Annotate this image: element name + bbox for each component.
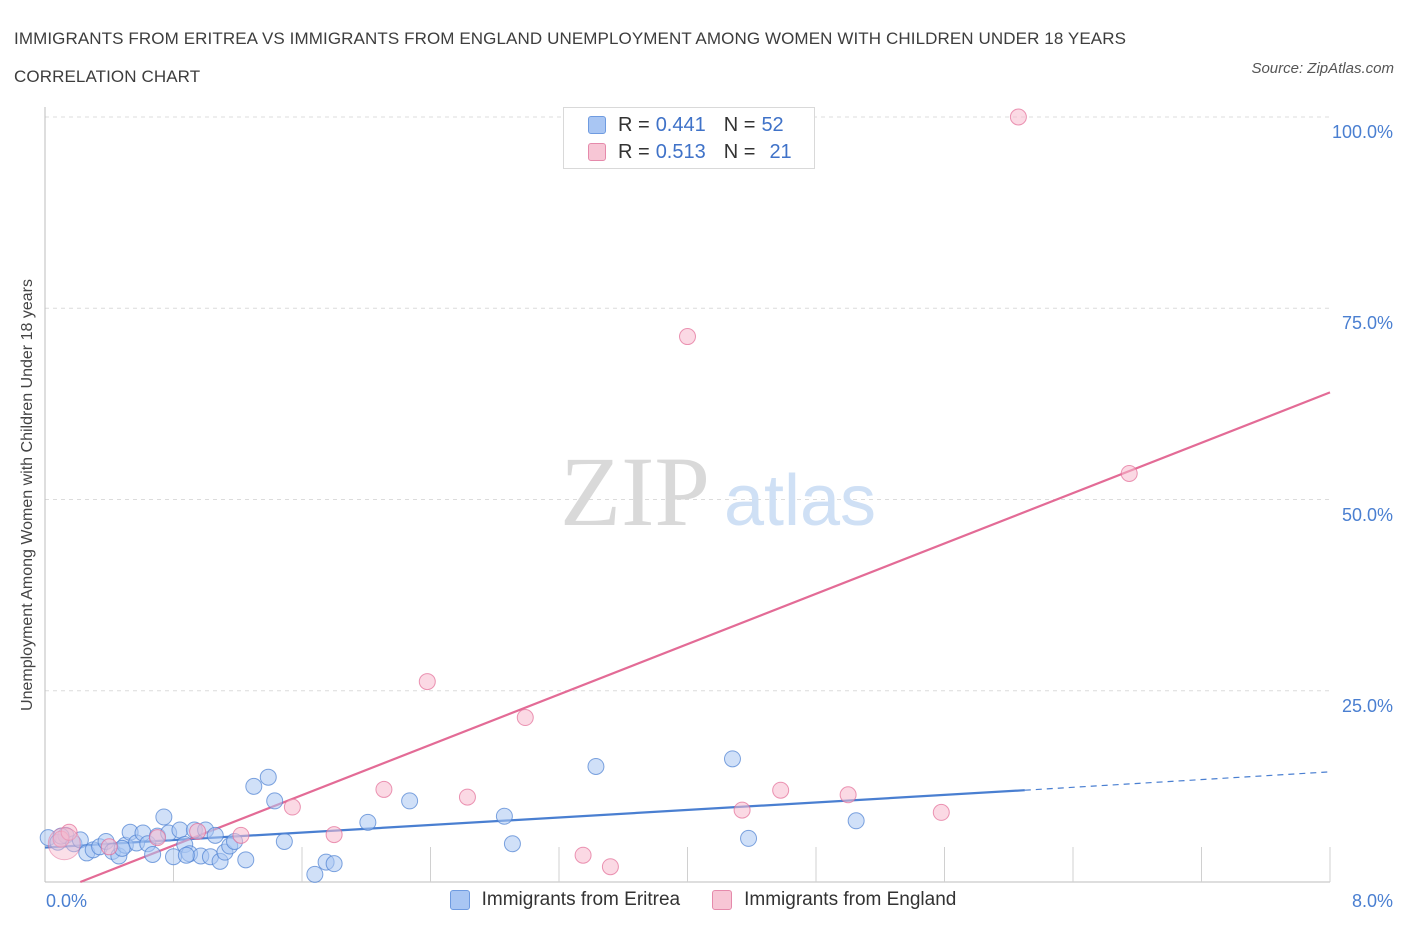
legend-r-label: R =	[618, 113, 650, 136]
data-point-england	[733, 801, 751, 819]
data-point-england	[679, 328, 696, 346]
data-point-england	[100, 838, 118, 856]
data-point-eritrea	[144, 845, 162, 863]
legend-row-eritrea: R = 0.441 N = 52	[588, 114, 784, 136]
legend-n-label: N =	[723, 113, 756, 136]
y-tick-label: 50.0%	[1341, 504, 1393, 525]
data-point-england	[375, 780, 393, 798]
data-point-eritrea	[171, 821, 189, 839]
watermark: ZIP atlas	[560, 436, 876, 547]
data-point-england	[325, 826, 343, 844]
legend-n-label: N =	[723, 140, 756, 163]
legend-label-eritrea: Immigrants from Eritrea	[481, 889, 681, 910]
legend-r-value: 0.513	[655, 140, 706, 163]
legend-swatch-eritrea	[449, 890, 470, 910]
data-point-eritrea	[177, 846, 195, 864]
data-point-england	[516, 709, 534, 727]
y-tick-label: 25.0%	[1341, 695, 1393, 716]
y-tick-label: 75.0%	[1341, 313, 1393, 334]
data-point-eritrea	[325, 855, 343, 873]
legend-row-england: R = 0.513 N = 21	[588, 141, 792, 163]
data-point-england	[932, 803, 950, 821]
data-point-eritrea	[359, 813, 377, 831]
data-point-england	[772, 781, 790, 799]
legend-label-england: Immigrants from England	[744, 889, 957, 910]
data-point-england	[1120, 464, 1138, 482]
watermark-zip: ZIP	[560, 436, 710, 547]
data-point-eritrea	[401, 792, 419, 810]
data-point-england	[148, 829, 166, 847]
data-point-eritrea	[723, 750, 741, 768]
data-point-england	[283, 798, 301, 816]
x-tick-label-min: 0.0%	[46, 891, 88, 911]
legend-swatch-england	[588, 143, 606, 161]
data-point-eritrea	[155, 808, 173, 826]
legend-r-value: 0.441	[655, 113, 706, 136]
data-point-eritrea	[587, 757, 605, 775]
x-tick-label-max: 8.0%	[1351, 891, 1393, 911]
data-point-eritrea	[847, 812, 865, 830]
data-point-eritrea	[266, 792, 284, 810]
data-point-eritrea	[206, 826, 224, 844]
data-point-england	[601, 858, 619, 876]
data-point-england	[574, 846, 592, 864]
watermark-atlas: atlas	[724, 461, 876, 541]
correlation-legend: R = 0.441 N = 52 R = 0.513 N = 21	[563, 107, 815, 169]
data-point-england	[418, 673, 436, 691]
trendline-extension	[1024, 771, 1331, 791]
legend-n-value: 52	[761, 113, 784, 136]
source-note: Source: ZipAtlas.com	[1251, 60, 1394, 77]
data-point-england	[1009, 108, 1027, 126]
data-point-eritrea	[495, 807, 513, 825]
data-point-eritrea	[245, 777, 263, 795]
data-point-england	[47, 827, 81, 861]
legend-n-value: 21	[769, 140, 792, 163]
data-point-england	[839, 786, 857, 804]
legend-r-label: R =	[618, 140, 650, 163]
data-point-england	[189, 823, 207, 841]
data-point-eritrea	[275, 832, 293, 850]
y-tick-label: 100.0%	[1331, 122, 1393, 142]
data-point-england	[458, 788, 476, 806]
data-point-england	[60, 823, 78, 841]
data-point-eritrea	[740, 829, 758, 847]
legend-item-eritrea[interactable]: Immigrants from Eritrea	[449, 889, 681, 911]
data-point-eritrea	[259, 768, 277, 786]
data-point-eritrea	[306, 865, 324, 883]
legend-item-england[interactable]: Immigrants from England	[712, 889, 956, 911]
data-point-eritrea	[503, 835, 521, 853]
data-point-england	[232, 826, 250, 844]
data-point-eritrea	[237, 851, 255, 869]
legend-swatch-eritrea	[588, 116, 606, 134]
series-legend: Immigrants from Eritrea Immigrants from …	[0, 889, 1406, 911]
legend-swatch-england	[712, 890, 733, 910]
chart-title: IMMIGRANTS FROM ERITREA VS IMMIGRANTS FR…	[14, 29, 1127, 86]
